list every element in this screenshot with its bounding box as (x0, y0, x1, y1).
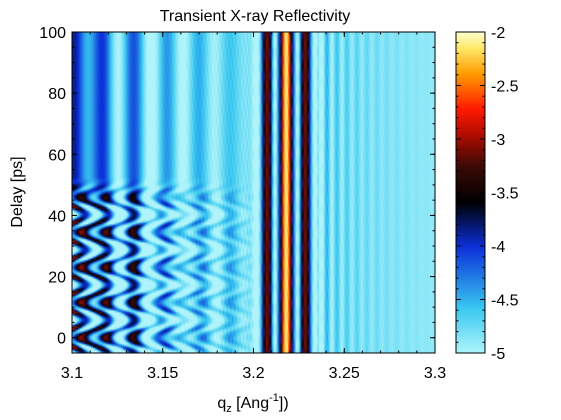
x-tick-label: 3.1 (61, 365, 83, 382)
colorbar-tick-label: -5 (491, 346, 505, 363)
x-tick-label: 3.15 (147, 365, 178, 382)
colorbar: -2 -2.5 -3 -3.5 -4 -4.5 -5 (455, 25, 519, 363)
colorbar-ticks: -2 -2.5 -3 -3.5 -4 -4.5 -5 (456, 25, 519, 363)
x-axis-label: qz [Ang-1]) (217, 392, 288, 415)
y-tick-label: 20 (48, 270, 66, 287)
colorbar-tick-label: -3 (491, 132, 505, 149)
y-axis-ticks: 0 20 40 60 80 100 (39, 25, 435, 354)
colorbar-tick-label: -2.5 (491, 79, 519, 96)
x-tick-label: 3.2 (242, 365, 264, 382)
y-tick-label: 80 (48, 86, 66, 103)
x-axis-ticks: 3.1 3.15 3.2 3.25 3.3 (61, 32, 446, 382)
y-axis-label: Delay [ps] (9, 156, 26, 227)
chart-title: Transient X-ray Reflectivity (160, 8, 351, 25)
y-tick-label: 0 (57, 331, 66, 348)
colorbar-tick-label: -2 (491, 25, 505, 42)
y-tick-label: 100 (39, 25, 66, 42)
y-tick-label: 40 (48, 208, 66, 225)
colorbar-tick-label: -3.5 (491, 186, 519, 203)
x-tick-label: 3.25 (329, 365, 360, 382)
y-tick-label: 60 (48, 147, 66, 164)
heatmap-plot: 3.1 3.15 3.2 3.25 3.3 0 20 40 60 80 100 (39, 25, 446, 382)
x-tick-label: 3.3 (424, 365, 446, 382)
colorbar-tick-label: -4 (491, 239, 505, 256)
heatmap-image (72, 32, 435, 353)
colorbar-tick-label: -4.5 (491, 293, 519, 310)
